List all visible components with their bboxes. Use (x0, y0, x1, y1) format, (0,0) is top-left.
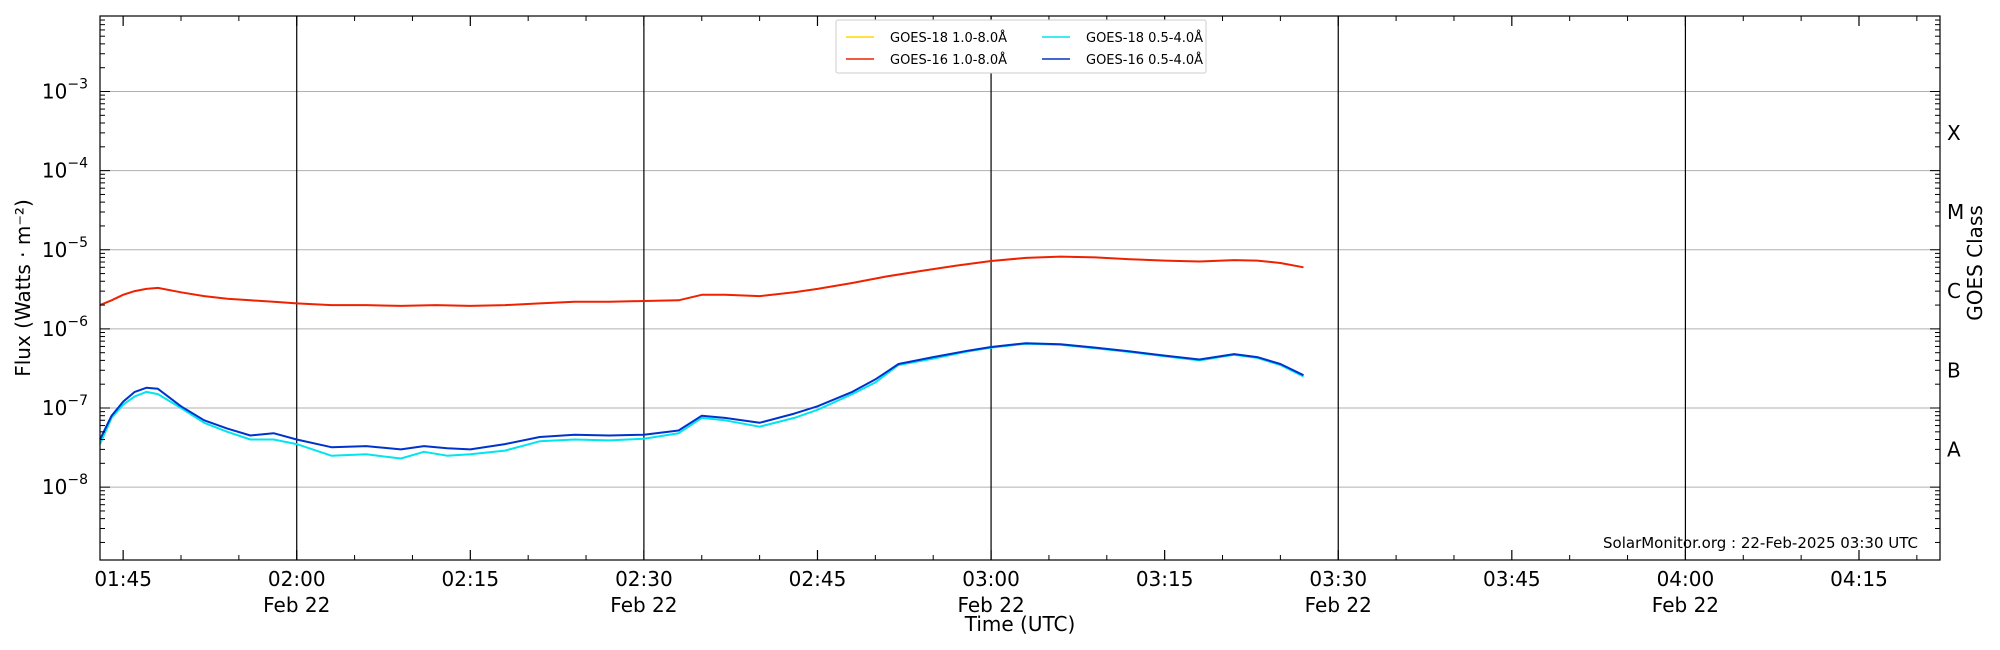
x-tick-sublabel-5: Feb 22 (957, 593, 1024, 617)
y-tick-label-2: 10−6 (42, 314, 88, 341)
series-line-3 (99, 342, 1304, 451)
x-tick-label-2: 02:15 (441, 567, 499, 591)
goes-class-labels: X M C B A (1947, 121, 1964, 462)
goes-class-X: X (1947, 121, 1961, 145)
x-tick-label-1: 02:00 (268, 567, 326, 591)
legend-label-0: GOES-18 1.0-8.0Å (890, 30, 1007, 46)
credit-text: SolarMonitor.org : 22-Feb-2025 03:30 UTC (1603, 534, 1918, 552)
goes-class-axis-title: GOES Class (1963, 205, 1987, 321)
goes-class-C: C (1947, 279, 1961, 303)
y-tick-labels: 10−8 10−7 10−6 10−5 10−4 10−3 (42, 77, 88, 500)
x-tick-label-9: 04:00 (1657, 567, 1715, 591)
x-tick-label-0: 01:45 (94, 567, 152, 591)
x-tick-label-8: 03:45 (1483, 567, 1541, 591)
y-tick-label-1: 10−7 (42, 393, 88, 420)
legend: GOES-18 1.0-8.0Å GOES-16 1.0-8.0Å GOES-18 … (835, 19, 1207, 74)
series-lines (99, 255, 1304, 460)
grid-lines (100, 91, 1940, 488)
legend-label-3: GOES-16 0.5-4.0Å (1086, 52, 1203, 68)
y-tick-label-0: 10−8 (42, 472, 88, 499)
x-tick-label-4: 02:45 (789, 567, 847, 591)
goes-class-B: B (1947, 358, 1961, 382)
legend-label-1: GOES-16 1.0-8.0Å (890, 52, 1007, 68)
x-tick-sublabel-7: Feb 22 (1305, 593, 1372, 617)
x-tick-label-6: 03:15 (1136, 567, 1194, 591)
goes-class-A: A (1947, 437, 1961, 461)
x-tick-sublabel-9: Feb 22 (1652, 593, 1719, 617)
y-tick-label-5: 10−3 (42, 77, 88, 104)
axis-ticks (100, 16, 1940, 560)
x-axis-title: Time (UTC) (964, 612, 1076, 636)
x-tick-sublabel-1: Feb 22 (263, 593, 330, 617)
x-tick-label-3: 02:30 (615, 567, 673, 591)
plot-frame (99, 15, 1941, 561)
x-tick-label-10: 04:15 (1830, 567, 1888, 591)
x-tick-sublabel-3: Feb 22 (610, 593, 677, 617)
y-tick-label-4: 10−4 (42, 156, 88, 183)
x-tick-label-5: 03:00 (962, 567, 1020, 591)
y-axis-title: Flux (Watts · m⁻²) (11, 199, 35, 377)
goes-class-M: M (1947, 200, 1964, 224)
legend-label-2: GOES-18 0.5-4.0Å (1086, 30, 1203, 46)
series-line-1 (99, 255, 1304, 307)
day-markers (296, 16, 1687, 560)
y-tick-label-3: 10−5 (42, 235, 88, 262)
legend-box (835, 19, 1207, 74)
x-tick-label-7: 03:30 (1309, 567, 1367, 591)
